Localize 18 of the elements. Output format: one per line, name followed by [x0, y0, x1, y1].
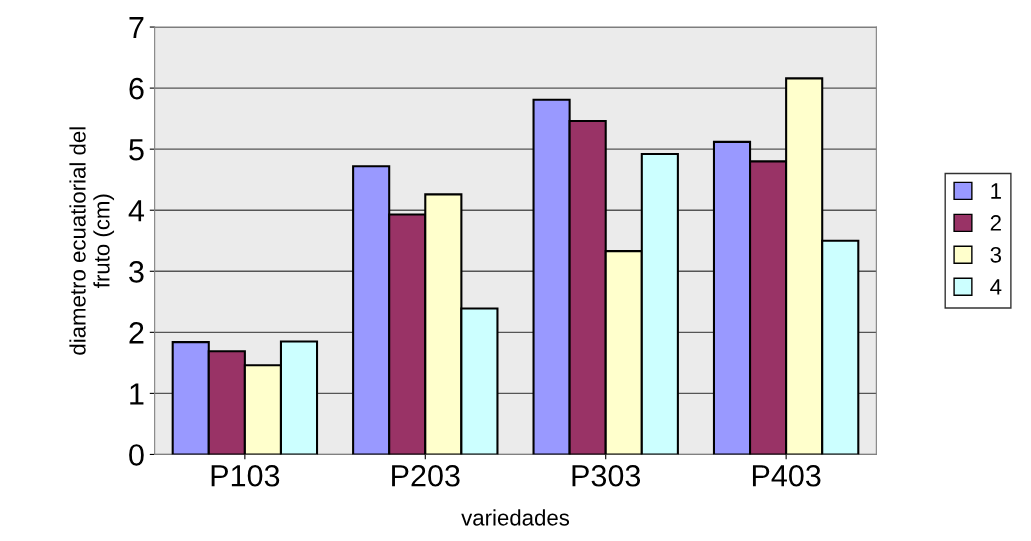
y-tick-label: 4: [128, 200, 145, 222]
x-tick-label: P303: [572, 464, 641, 487]
x-tick-label: P203: [392, 464, 460, 487]
legend-label: 1: [991, 183, 1001, 199]
y-tick-label: 0: [129, 444, 144, 466]
legend-label: 2: [990, 215, 1001, 231]
y-tick-label: 1: [130, 383, 144, 405]
y-tick-label: 7: [129, 17, 144, 39]
y-tick-label: 5: [129, 139, 144, 161]
x-axis-title: variedades: [461, 509, 570, 526]
x-tick-label: P403: [752, 464, 821, 487]
x-tick-label: P103: [211, 464, 280, 487]
y-tick-label: 6: [129, 77, 144, 100]
legend-label: 4: [990, 279, 1002, 295]
legend-label: 3: [990, 247, 1002, 263]
y-tick-label: 3: [129, 261, 144, 283]
y-tick-label: 2: [129, 322, 144, 344]
y-axis-title: diametro ecuatiorial del fruto (cm): [69, 127, 115, 355]
